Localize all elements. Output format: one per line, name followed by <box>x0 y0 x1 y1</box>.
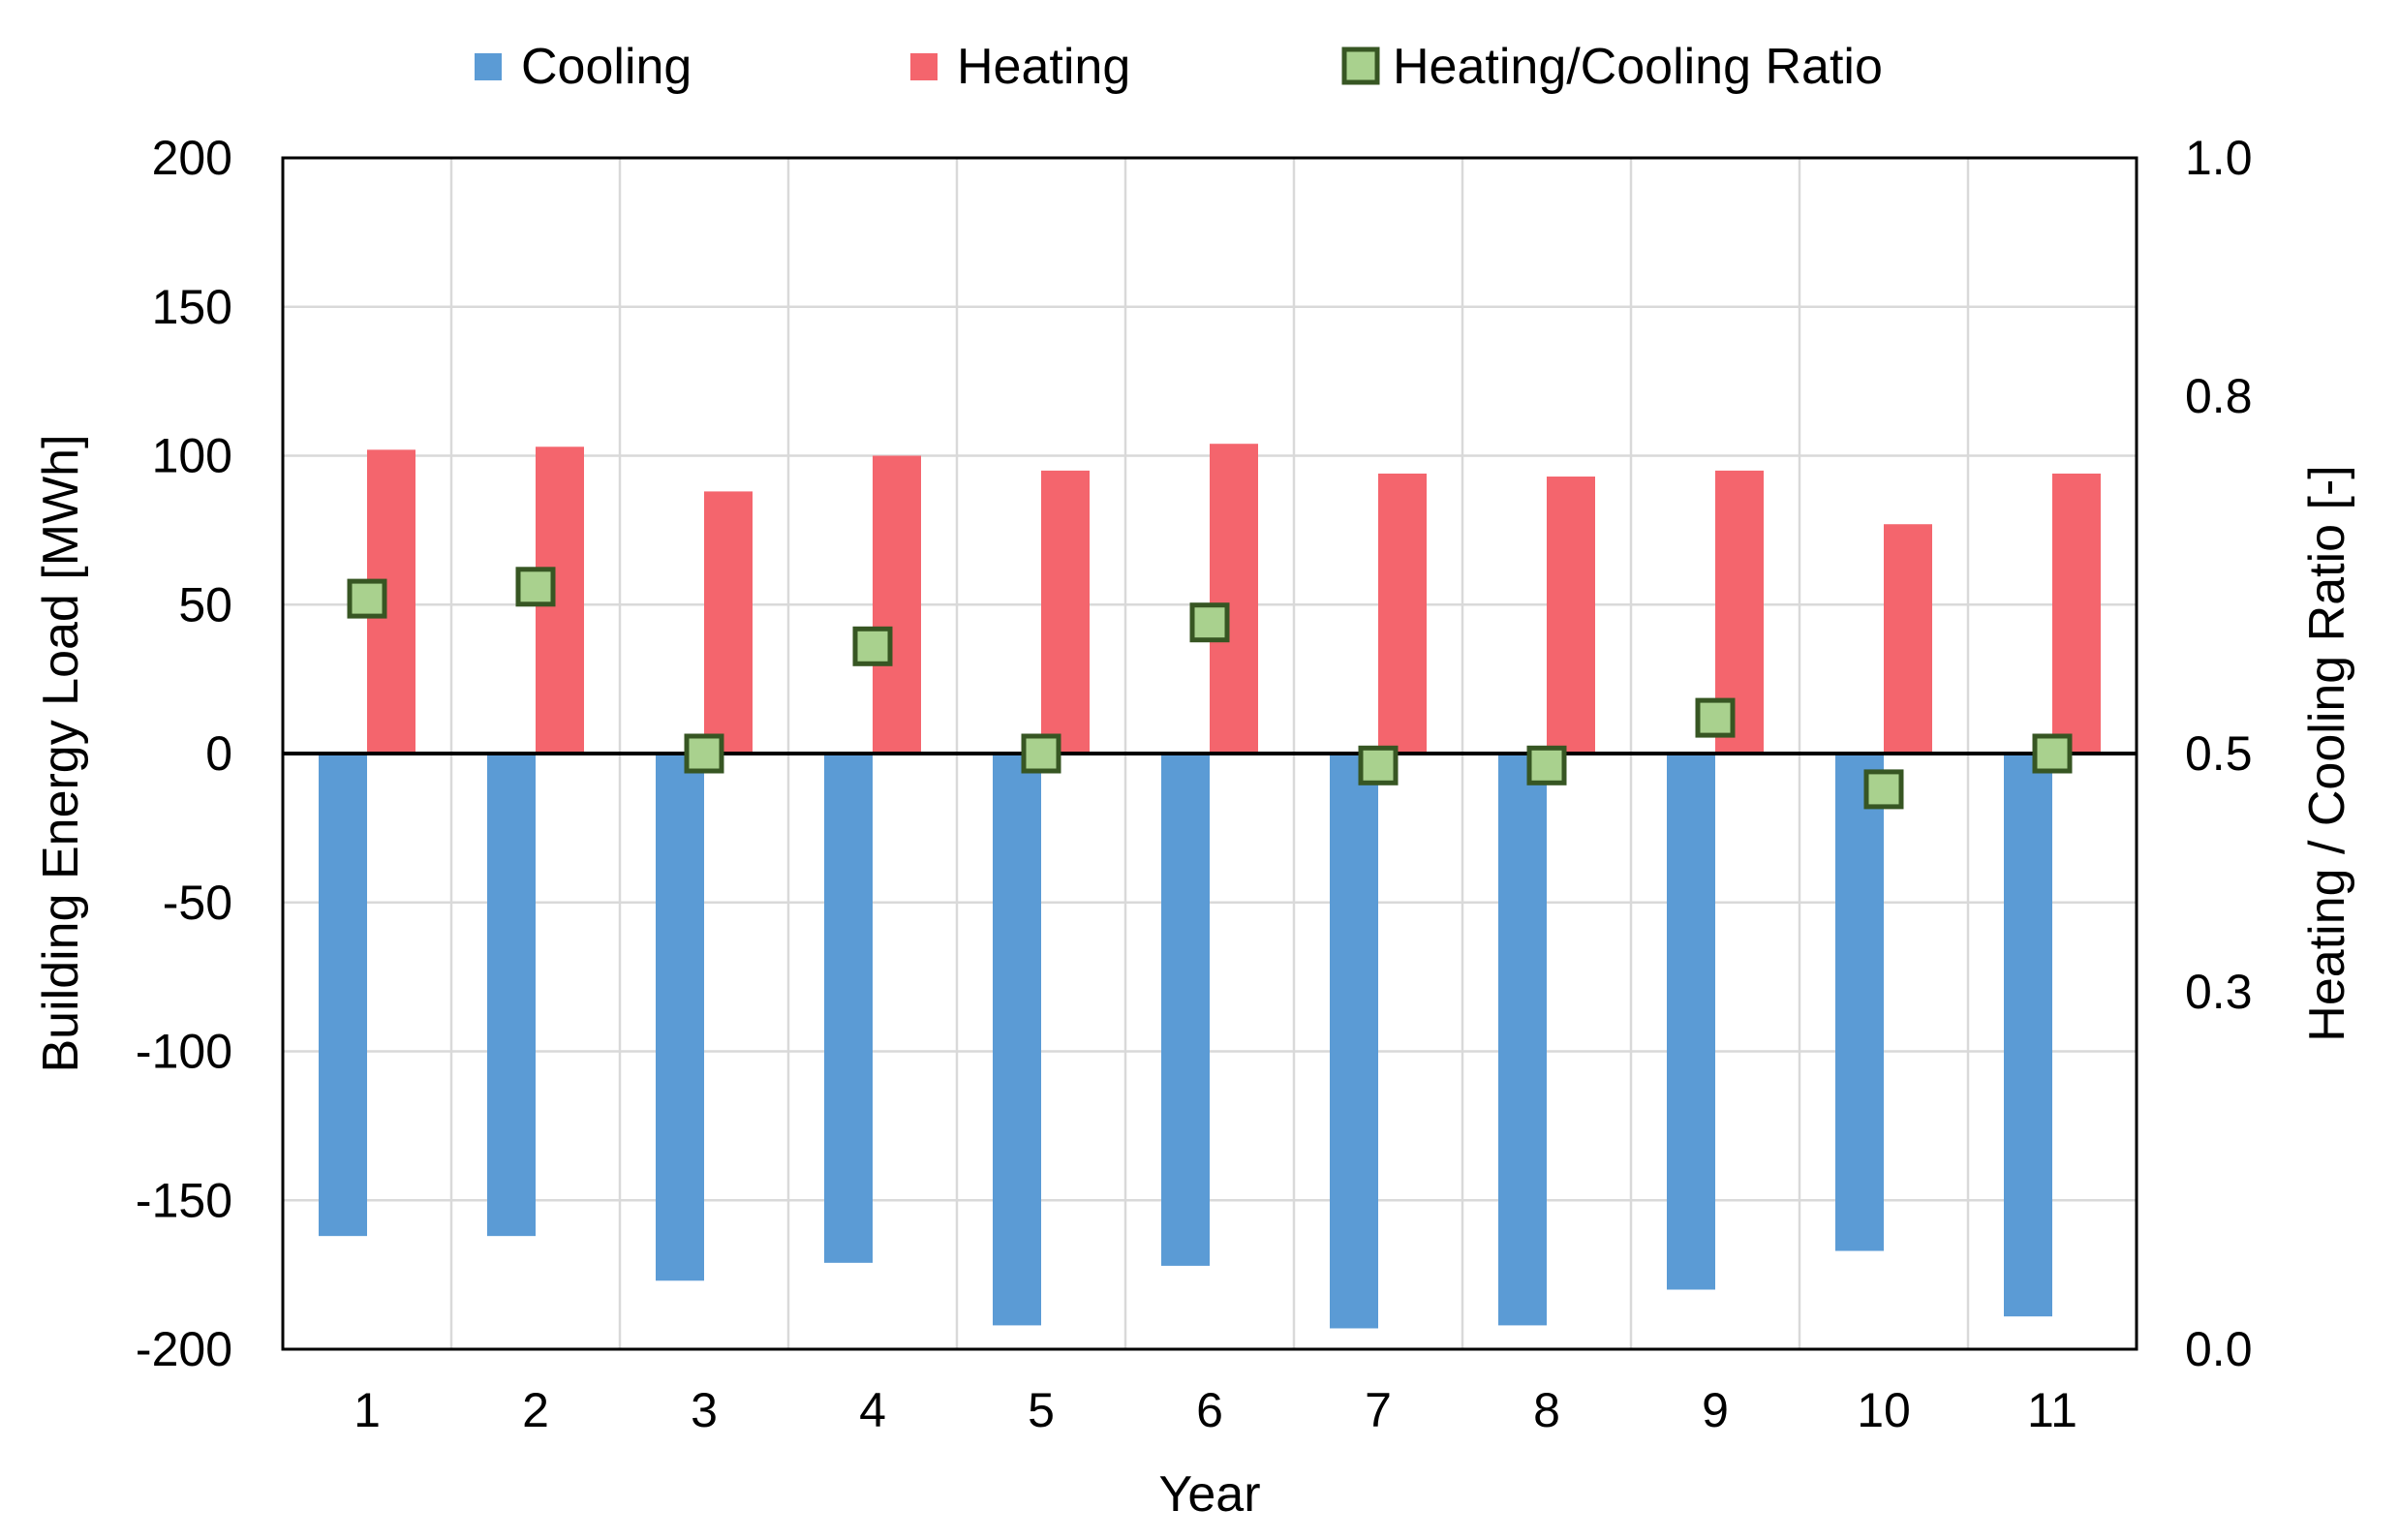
cooling-bar <box>1835 754 1884 1251</box>
heating-bar <box>873 455 921 754</box>
x-tick-label: 7 <box>1365 1383 1392 1437</box>
x-tick-label: 1 <box>354 1383 381 1437</box>
ratio-marker <box>1526 745 1567 785</box>
x-tick-label: 2 <box>522 1383 549 1437</box>
left-tick-label: -150 <box>136 1173 232 1227</box>
heating-bar <box>1041 470 1090 754</box>
left-tick-label: -50 <box>163 876 232 930</box>
right-tick-label: 0.0 <box>2185 1322 2253 1376</box>
right-axis-title: Heating / Cooling Ratio [-] <box>2299 465 2355 1041</box>
left-axis-title: Building Energy Load [MWh] <box>33 434 89 1072</box>
ratio-marker <box>2032 733 2073 774</box>
right-axis-ticks: 1.0 0.8 0.5 0.3 0.0 <box>2185 131 2253 1376</box>
left-tick-label: -100 <box>136 1025 232 1079</box>
left-tick-label: 50 <box>178 577 232 631</box>
left-tick-label: 100 <box>152 429 232 483</box>
ratio-marker <box>515 567 556 607</box>
legend: Cooling Heating Heating/Cooling Ratio <box>475 39 1883 95</box>
cooling-bar <box>656 754 704 1281</box>
bars <box>319 444 2101 1329</box>
left-tick-label: 150 <box>152 280 232 334</box>
heating-bar <box>1547 477 1595 754</box>
cooling-bar <box>1330 754 1378 1329</box>
heating-legend-swatch <box>910 53 938 80</box>
x-tick-label: 9 <box>1702 1383 1729 1437</box>
right-tick-label: 1.0 <box>2185 131 2253 185</box>
ratio-marker <box>1695 697 1736 738</box>
heating-bar <box>704 491 753 754</box>
ratio-marker <box>1021 733 1061 774</box>
right-tick-label: 0.8 <box>2185 369 2253 423</box>
heating-bar <box>1210 444 1258 754</box>
heating-bar <box>1378 473 1427 754</box>
left-tick-label: 200 <box>152 131 232 185</box>
left-tick-label: 0 <box>205 726 232 781</box>
right-tick-label: 0.3 <box>2185 965 2253 1019</box>
cooling-legend-swatch <box>475 53 502 80</box>
left-tick-label: -200 <box>136 1322 232 1376</box>
x-tick-label: 3 <box>691 1383 718 1437</box>
x-tick-label: 10 <box>1857 1383 1911 1437</box>
x-tick-label: 8 <box>1533 1383 1560 1437</box>
heating-bar <box>2052 473 2101 754</box>
heating-bar <box>1884 524 1932 754</box>
ratio-marker <box>852 626 893 666</box>
cooling-bar <box>319 754 367 1237</box>
right-tick-label: 0.5 <box>2185 726 2253 781</box>
x-tick-label: 11 <box>2027 1383 2077 1437</box>
cooling-bar <box>1161 754 1210 1266</box>
ratio-legend-swatch <box>1341 46 1380 85</box>
cooling-bar <box>1667 754 1715 1290</box>
x-tick-label: 4 <box>859 1383 886 1437</box>
cooling-bar <box>487 754 536 1237</box>
cooling-bar <box>824 754 873 1263</box>
ratio-marker <box>347 578 387 619</box>
x-axis-title: Year <box>1158 1466 1260 1523</box>
plot-frame <box>281 156 2138 1351</box>
x-tick-label: 5 <box>1028 1383 1055 1437</box>
left-axis-ticks: 200 150 100 50 0 -50 -100 -150 -200 <box>136 131 232 1376</box>
legend-label: Heating <box>957 39 1130 95</box>
cooling-bar <box>993 754 1041 1326</box>
ratio-marker <box>1358 745 1399 785</box>
cooling-bar <box>2004 754 2052 1317</box>
ratio-marker <box>684 733 724 774</box>
x-tick-label: 6 <box>1196 1383 1223 1437</box>
cooling-bar <box>1498 754 1547 1326</box>
x-axis-ticks: 1 2 3 4 5 6 7 8 9 10 11 <box>354 1383 2077 1437</box>
ratio-marker <box>1863 769 1904 810</box>
ratio-marker <box>1189 602 1230 643</box>
ratio-markers <box>347 567 2073 810</box>
legend-label: Cooling <box>521 39 692 95</box>
legend-label: Heating/Cooling Ratio <box>1393 39 1883 95</box>
